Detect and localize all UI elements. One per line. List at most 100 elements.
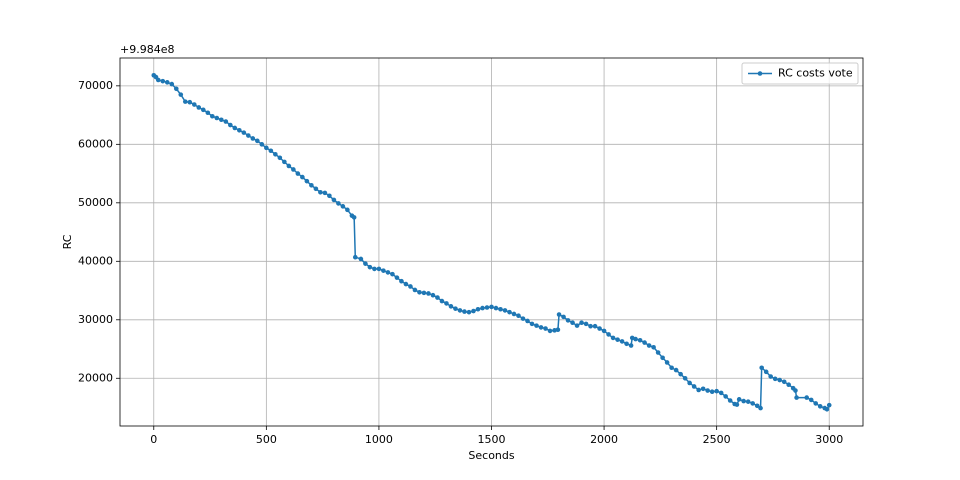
data-point — [651, 344, 656, 350]
data-point — [399, 278, 404, 284]
data-point — [678, 371, 683, 377]
data-point — [376, 266, 382, 272]
data-point — [331, 197, 337, 203]
data-point — [786, 382, 791, 388]
data-point — [340, 204, 346, 209]
data-point — [718, 390, 724, 396]
data-point — [646, 343, 652, 348]
data-point — [547, 328, 553, 334]
data-point — [390, 271, 395, 277]
data-point — [556, 312, 562, 317]
data-point — [534, 323, 539, 328]
data-point — [475, 306, 481, 312]
data-point — [417, 289, 422, 295]
data-point — [300, 174, 305, 180]
data-point — [507, 309, 512, 315]
data-point — [669, 365, 674, 371]
data-point — [182, 99, 188, 104]
data-point — [358, 256, 364, 262]
y-tick-label: 20000 — [78, 371, 113, 384]
data-point — [758, 405, 763, 411]
data-point — [173, 86, 179, 92]
data-point — [637, 337, 643, 343]
data-point — [734, 402, 740, 407]
legend-box — [741, 62, 859, 85]
data-point — [155, 77, 161, 83]
x-tick-label: 2500 — [703, 433, 731, 446]
data-point — [210, 113, 215, 119]
y-axis-label: RC — [61, 234, 74, 249]
x-tick-label: 500 — [256, 433, 277, 446]
x-tick-label: 1500 — [478, 433, 506, 446]
data-point — [277, 155, 283, 161]
data-point — [543, 326, 548, 331]
data-point — [322, 190, 328, 196]
data-point — [421, 290, 427, 296]
data-point — [813, 401, 819, 406]
data-point — [642, 340, 647, 345]
data-point — [435, 295, 440, 300]
data-point — [817, 404, 823, 409]
data-point — [793, 388, 798, 393]
y-tick-label: 30000 — [78, 313, 113, 326]
data-point — [705, 388, 710, 393]
data-point — [394, 275, 400, 280]
data-point — [633, 336, 638, 342]
data-point — [196, 105, 202, 110]
data-point — [493, 305, 499, 311]
data-point — [565, 318, 571, 323]
y-offset-label: +9.984e8 — [120, 43, 174, 56]
data-point — [804, 395, 810, 400]
data-point — [700, 386, 706, 392]
data-point — [295, 171, 301, 176]
data-point — [352, 254, 358, 260]
data-point — [484, 305, 490, 310]
data-point — [583, 321, 589, 327]
data-point — [160, 78, 166, 84]
data-point — [223, 119, 229, 124]
data-point — [520, 316, 526, 321]
data-point — [372, 266, 377, 272]
data-point — [601, 328, 607, 334]
data-point — [723, 394, 728, 399]
data-point — [588, 323, 593, 329]
data-point — [246, 133, 251, 138]
data-point — [511, 311, 517, 317]
data-point — [561, 314, 566, 320]
legend-label: RC costs vote — [778, 67, 853, 80]
data-point — [439, 298, 445, 304]
data-point — [597, 326, 602, 331]
data-point — [282, 159, 287, 165]
data-point — [714, 388, 719, 394]
data-point — [453, 306, 458, 311]
data-point — [259, 142, 265, 147]
data-point — [327, 193, 332, 199]
x-axis-label: Seconds — [468, 449, 514, 462]
y-tick-label: 60000 — [78, 137, 113, 150]
data-point — [592, 323, 598, 329]
data-point — [768, 374, 773, 379]
data-point — [336, 201, 341, 206]
data-point — [214, 115, 220, 121]
data-point — [232, 125, 238, 131]
data-point — [655, 350, 661, 355]
data-point — [471, 308, 476, 314]
data-point — [457, 308, 463, 313]
data-point — [691, 384, 697, 389]
data-point — [363, 261, 368, 266]
data-point — [318, 189, 323, 195]
data-point — [169, 81, 175, 87]
data-point — [615, 337, 620, 342]
data-point — [313, 186, 319, 192]
data-point — [610, 335, 616, 341]
data-point — [403, 281, 409, 287]
data-point — [736, 397, 742, 402]
y-tick-label: 40000 — [78, 254, 113, 267]
data-point — [555, 327, 561, 333]
data-point — [205, 110, 211, 116]
data-point — [826, 402, 832, 408]
data-point — [273, 151, 278, 157]
data-point — [408, 284, 413, 289]
data-point — [574, 323, 580, 328]
data-point — [624, 341, 629, 347]
